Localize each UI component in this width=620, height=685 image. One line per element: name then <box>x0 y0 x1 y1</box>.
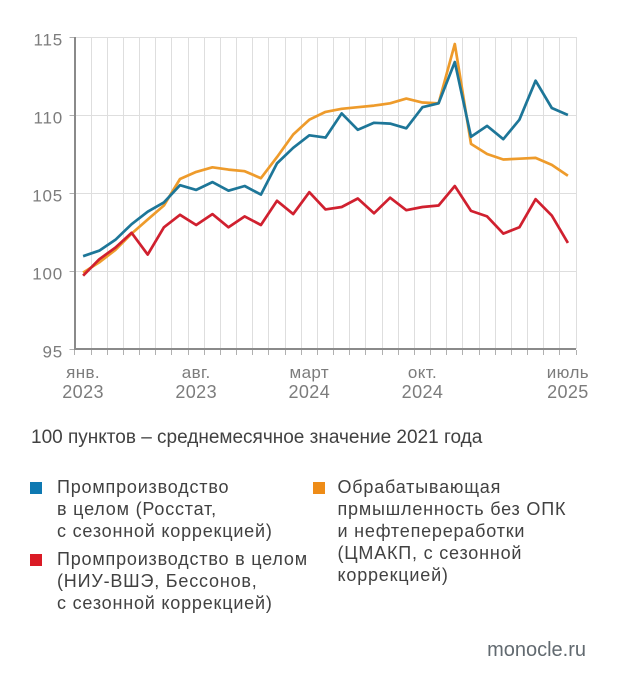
svg-text:110: 110 <box>33 109 63 128</box>
svg-text:2023: 2023 <box>62 382 104 402</box>
svg-text:авг.: авг. <box>182 363 211 382</box>
svg-text:95: 95 <box>42 343 63 362</box>
svg-text:2023: 2023 <box>175 382 217 402</box>
svg-text:115: 115 <box>33 31 63 50</box>
svg-text:март: март <box>289 363 329 382</box>
svg-text:янв.: янв. <box>66 363 100 382</box>
svg-text:105: 105 <box>32 187 63 206</box>
svg-text:июль: июль <box>547 363 589 382</box>
svg-text:100: 100 <box>32 265 63 284</box>
svg-text:окт.: окт. <box>408 363 437 382</box>
svg-text:2025: 2025 <box>547 382 589 402</box>
svg-text:2024: 2024 <box>288 382 330 402</box>
svg-text:2024: 2024 <box>402 382 444 402</box>
